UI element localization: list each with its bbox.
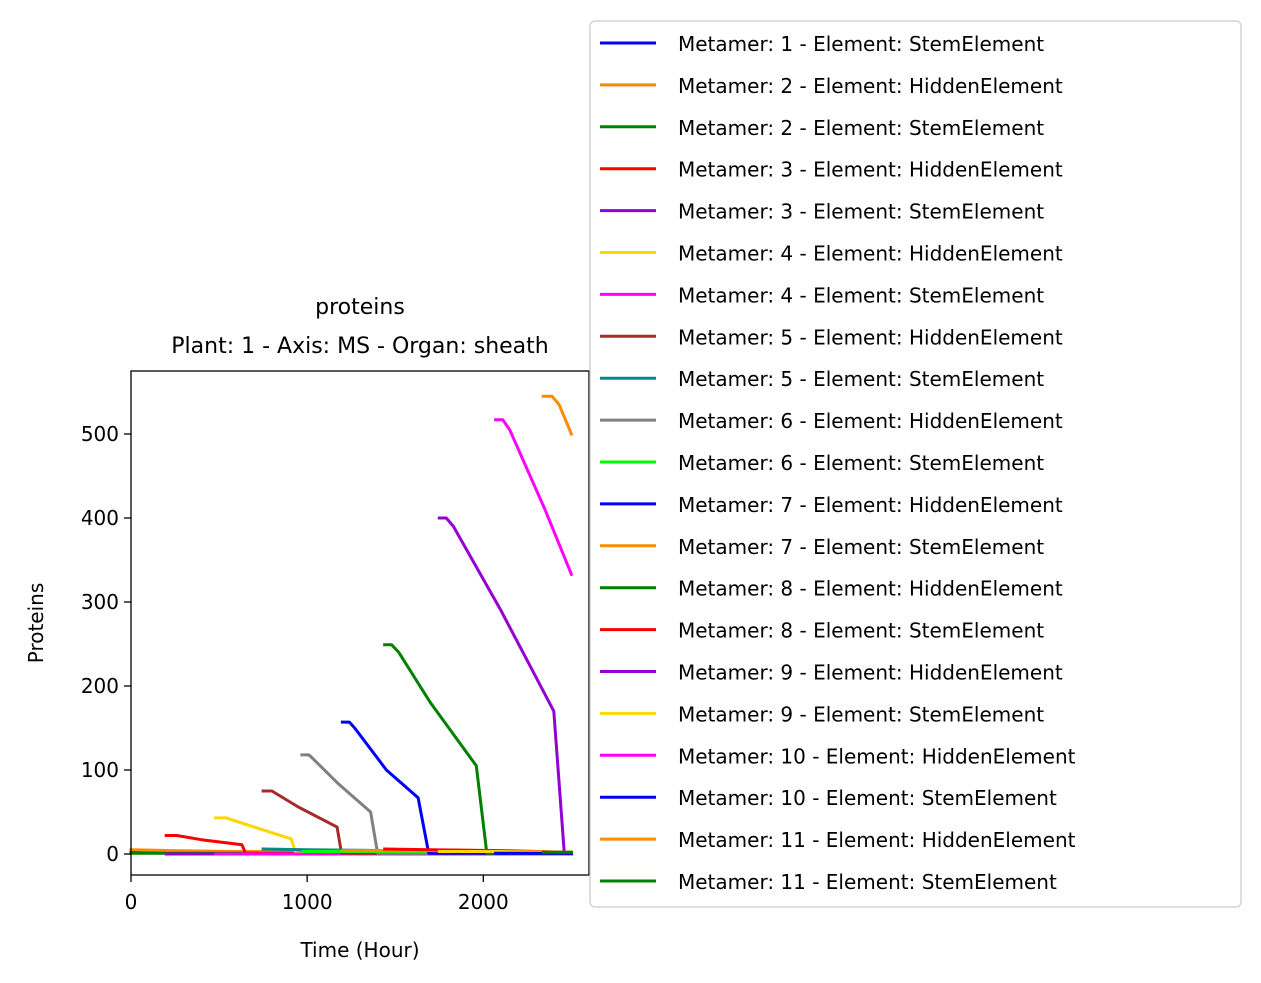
legend-entry: Metamer: 2 - Element: HiddenElement (600, 74, 1063, 98)
legend-label: Metamer: 6 - Element: HiddenElement (678, 409, 1063, 433)
legend-entry: Metamer: 3 - Element: StemElement (600, 200, 1044, 224)
series-line-20 (541, 394, 574, 436)
legend-label: Metamer: 5 - Element: StemElement (678, 367, 1044, 391)
series-line-10 (300, 753, 485, 855)
legend-entry: Metamer: 11 - Element: HiddenElement (600, 828, 1076, 852)
legend-entry: Metamer: 6 - Element: StemElement (600, 451, 1044, 475)
legend-label: Metamer: 2 - Element: HiddenElement (678, 74, 1063, 98)
y-tick-label: 0 (106, 842, 119, 866)
legend-entry: Metamer: 10 - Element: StemElement (600, 786, 1057, 810)
legend-entry: Metamer: 6 - Element: HiddenElement (600, 409, 1063, 433)
legend-entry: Metamer: 5 - Element: StemElement (600, 367, 1044, 391)
legend-items: Metamer: 1 - Element: StemElement Metamer… (600, 32, 1076, 894)
legend-label: Metamer: 4 - Element: HiddenElement (678, 242, 1063, 266)
x-tick-label: 0 (125, 890, 138, 914)
legend-label: Metamer: 9 - Element: HiddenElement (678, 661, 1063, 685)
legend-box (589, 20, 1242, 908)
legend-entry: Metamer: 1 - Element: StemElement (600, 32, 1044, 56)
series-line-2 (129, 848, 309, 853)
x-tick-label: 1000 (282, 890, 333, 914)
y-tick-label: 300 (81, 590, 119, 614)
legend-label: Metamer: 3 - Element: StemElement (678, 200, 1044, 224)
legend-label: Metamer: 10 - Element: StemElement (678, 786, 1057, 810)
legend-entry: Metamer: 3 - Element: HiddenElement (600, 158, 1063, 182)
legend-entry: Metamer: 7 - Element: StemElement (600, 535, 1044, 559)
legend-entry: Metamer: 9 - Element: HiddenElement (600, 661, 1063, 685)
series-layer (129, 394, 574, 856)
y-axis-label: Proteins (24, 583, 48, 664)
legend-entry: Metamer: 4 - Element: HiddenElement (600, 242, 1063, 266)
legend-label: Metamer: 8 - Element: HiddenElement (678, 577, 1063, 601)
legend-label: Metamer: 7 - Element: HiddenElement (678, 493, 1063, 517)
legend-label: Metamer: 4 - Element: StemElement (678, 283, 1044, 307)
legend-label: Metamer: 11 - Element: HiddenElement (678, 828, 1076, 852)
legend-entry: Metamer: 10 - Element: HiddenElement (600, 744, 1076, 768)
chart-title: proteins (315, 295, 405, 320)
series-line-12 (340, 720, 573, 855)
plot-frame (130, 370, 590, 876)
y-tick-label: 200 (81, 674, 119, 698)
series-line-18 (494, 418, 574, 577)
legend-label: Metamer: 1 - Element: StemElement (678, 32, 1044, 56)
legend-label: Metamer: 9 - Element: StemElement (678, 702, 1044, 726)
plot-area: 0 1000 2000 0 100 200 300 400 500 (81, 370, 590, 914)
y-axis: 0 100 200 300 400 500 (81, 422, 131, 866)
legend-entry: Metamer: 8 - Element: HiddenElement (600, 577, 1063, 601)
y-tick-label: 400 (81, 506, 119, 530)
legend-label: Metamer: 10 - Element: HiddenElement (678, 744, 1076, 768)
legend-label: Metamer: 6 - Element: StemElement (678, 451, 1044, 475)
legend-entry: Metamer: 7 - Element: HiddenElement (600, 493, 1063, 517)
legend-label: Metamer: 5 - Element: HiddenElement (678, 325, 1063, 349)
x-tick-label: 2000 (458, 890, 509, 914)
legend-label: Metamer: 11 - Element: StemElement (678, 870, 1057, 894)
series-line-16 (437, 516, 573, 855)
x-axis: 0 1000 2000 (125, 875, 509, 914)
y-tick-label: 100 (81, 758, 119, 782)
legend-entry: Metamer: 4 - Element: StemElement (600, 283, 1044, 307)
chart-subtitle: Plant: 1 - Axis: MS - Organ: sheath (171, 334, 548, 359)
legend-label: Metamer: 2 - Element: StemElement (678, 116, 1044, 140)
series-line-14 (383, 643, 573, 855)
legend-entry: Metamer: 9 - Element: StemElement (600, 702, 1044, 726)
y-tick-label: 500 (81, 422, 119, 446)
legend-entry: Metamer: 2 - Element: StemElement (600, 116, 1044, 140)
legend-label: Metamer: 8 - Element: StemElement (678, 619, 1044, 643)
legend-entry: Metamer: 8 - Element: StemElement (600, 619, 1044, 643)
legend-label: Metamer: 3 - Element: HiddenElement (678, 158, 1063, 182)
series-line-8 (261, 789, 397, 855)
legend-entry: Metamer: 5 - Element: HiddenElement (600, 325, 1063, 349)
legend: Metamer: 1 - Element: StemElement Metamer… (589, 20, 1242, 908)
x-axis-label: Time (Hour) (299, 938, 419, 962)
legend-label: Metamer: 7 - Element: StemElement (678, 535, 1044, 559)
legend-entry: Metamer: 11 - Element: StemElement (600, 870, 1057, 894)
